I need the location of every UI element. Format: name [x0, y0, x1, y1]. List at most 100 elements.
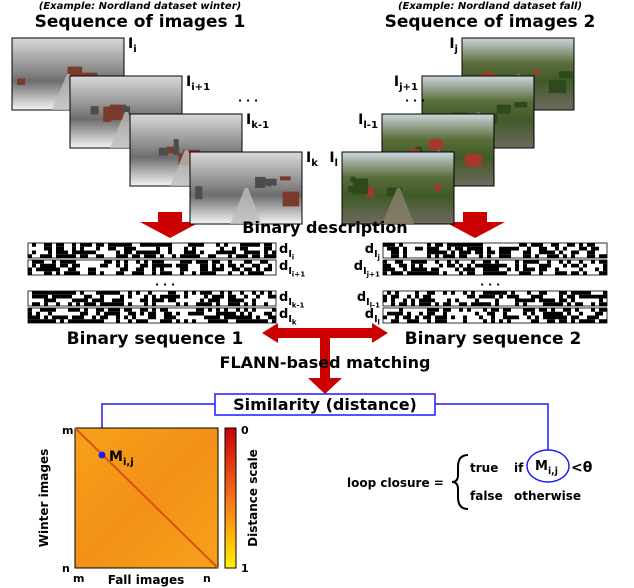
binary-cell — [591, 302, 595, 306]
binary-cell — [272, 308, 276, 312]
binary-cell — [56, 254, 60, 258]
binary-cell — [539, 308, 543, 312]
binary-cell — [224, 251, 228, 255]
binary-cell — [152, 312, 156, 316]
binary-cell — [100, 308, 104, 312]
binary-cell — [531, 299, 535, 303]
binary-cell — [160, 264, 164, 268]
binary-cell — [36, 302, 40, 306]
binary-cell — [92, 271, 96, 275]
binary-cell — [395, 254, 399, 258]
binary-cell — [60, 247, 64, 251]
binary-cell — [427, 254, 431, 258]
photo-detail — [535, 70, 539, 75]
binary-cell — [48, 268, 52, 272]
binary-cell — [487, 247, 491, 251]
binary-cell — [92, 302, 96, 306]
binary-cell — [487, 271, 491, 275]
binary-cell — [64, 291, 68, 295]
binary-cell — [403, 302, 407, 306]
binary-cell — [431, 271, 435, 275]
example-caption: (Example: Nordland dataset winter) — [39, 1, 241, 12]
binary-cell — [575, 264, 579, 268]
binary-cell — [32, 251, 36, 255]
binary-cell — [399, 302, 403, 306]
label-main: M — [535, 459, 548, 474]
binary-cell — [495, 302, 499, 306]
binary-cell — [212, 260, 216, 264]
rule-text: loop closure = — [347, 476, 444, 490]
binary-cell — [128, 312, 132, 316]
binary-cell — [192, 312, 196, 316]
binary-cell — [124, 243, 128, 247]
binary-cell — [40, 291, 44, 295]
binary-cell — [531, 312, 535, 316]
binary-cell — [208, 299, 212, 303]
binary-cell — [571, 243, 575, 247]
binary-cell — [96, 254, 100, 258]
binary-cell — [459, 302, 463, 306]
binary-cell — [204, 302, 208, 306]
binary-cell — [491, 271, 495, 275]
label-subsub: l — [378, 318, 380, 327]
binary-cell — [264, 251, 268, 255]
binary-cell — [563, 319, 567, 323]
binary-cell — [184, 254, 188, 258]
binary-cell — [108, 247, 112, 251]
binary-cell — [212, 271, 216, 275]
binary-cell — [28, 308, 32, 312]
binary-cell — [28, 312, 32, 316]
binary-cell — [527, 271, 531, 275]
binary-cell — [248, 271, 252, 275]
binary-cell — [579, 260, 583, 264]
binary-cell — [423, 316, 427, 320]
binary-cell — [260, 291, 264, 295]
binary-cell — [451, 291, 455, 295]
binary-cell — [491, 316, 495, 320]
binary-cell — [224, 316, 228, 320]
binary-cell — [391, 312, 395, 316]
binary-cell — [387, 291, 391, 295]
binary-cell — [48, 264, 52, 268]
binary-cell — [587, 251, 591, 255]
binary-cell — [599, 319, 603, 323]
binary-cell — [268, 295, 272, 299]
binary-cell — [603, 264, 607, 268]
binary-cell — [491, 251, 495, 255]
label-subsub: k — [292, 318, 297, 327]
binary-cell — [124, 316, 128, 320]
binary-cell — [423, 295, 427, 299]
binary-cell — [140, 312, 144, 316]
binary-cell — [447, 299, 451, 303]
binary-cell — [120, 299, 124, 303]
binary-cell — [527, 260, 531, 264]
binary-cell — [128, 308, 132, 312]
binary-cell — [220, 268, 224, 272]
binary-cell — [447, 260, 451, 264]
binary-cell — [603, 295, 607, 299]
binary-cell — [555, 268, 559, 272]
binary-cell — [52, 260, 56, 264]
photo-detail — [549, 80, 566, 93]
binary-cell — [391, 271, 395, 275]
binary-cell — [32, 291, 36, 295]
binary-cell — [60, 295, 64, 299]
binary-cell — [415, 316, 419, 320]
photo — [190, 152, 302, 224]
binary-cell — [427, 299, 431, 303]
ellipsis: · · · — [238, 94, 258, 107]
binary-cell — [391, 319, 395, 323]
binary-cell — [415, 260, 419, 264]
binary-cell — [120, 295, 124, 299]
binary-cell — [495, 260, 499, 264]
binary-cell — [228, 260, 232, 264]
binary-cell — [236, 319, 240, 323]
binary-cell — [595, 295, 599, 299]
binary-cell — [132, 254, 136, 258]
binary-cell — [395, 260, 399, 264]
binary-cell — [64, 251, 68, 255]
binary-cell — [571, 319, 575, 323]
binary-cell — [563, 291, 567, 295]
binary-cell — [463, 319, 467, 323]
binary-cell — [200, 251, 204, 255]
